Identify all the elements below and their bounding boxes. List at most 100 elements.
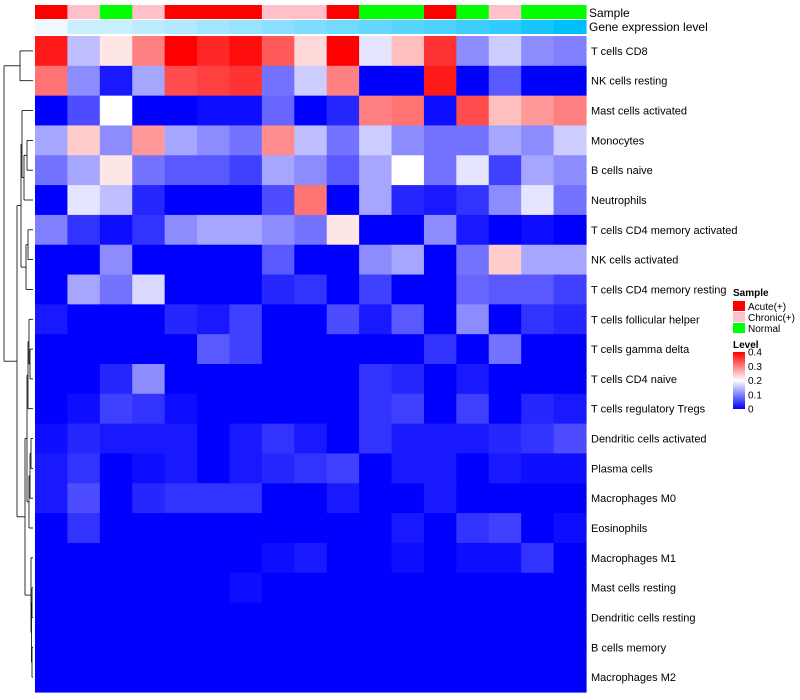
heatmap-cell — [294, 513, 328, 544]
row-label: Mast cells resting — [591, 583, 676, 595]
heatmap-cell — [132, 513, 166, 544]
heatmap-cell — [359, 513, 393, 544]
heatmap-cell — [553, 334, 587, 365]
heatmap-cell — [164, 214, 198, 246]
heatmap-cell — [456, 542, 490, 574]
heatmap-cell — [423, 483, 457, 514]
heatmap-cell — [99, 334, 133, 365]
row-label: B cells naive — [591, 165, 653, 177]
heatmap-cell — [99, 185, 133, 216]
heatmap-cell — [164, 36, 198, 67]
expression-annotation-cell — [261, 20, 295, 34]
heatmap-cell — [326, 214, 360, 246]
level-colorbar-ticks: 0.4 0.3 0.2 0.1 0 — [748, 348, 762, 416]
heatmap-cell — [67, 304, 101, 335]
heatmap-cell — [229, 274, 263, 305]
heatmap-cell — [261, 214, 295, 246]
heatmap-cell — [197, 572, 231, 604]
sample-legend-label: Normal — [748, 324, 780, 335]
expression-annotation-cell — [132, 20, 166, 34]
heatmap-cell — [197, 393, 231, 425]
heatmap-cell — [132, 214, 166, 246]
heatmap-cell — [326, 65, 360, 97]
heatmap-cell — [197, 513, 231, 544]
sample-legend-swatch — [733, 323, 745, 333]
heatmap-cell — [488, 274, 522, 305]
heatmap-cell — [553, 244, 587, 276]
heatmap-cell — [423, 304, 457, 335]
heatmap-cell — [261, 632, 295, 663]
heatmap-cell — [488, 155, 522, 186]
heatmap-cell — [67, 632, 101, 663]
heatmap-cell — [67, 274, 101, 305]
legend: Sample Acute(+)Chronic(+)Normal Level 0.… — [733, 288, 795, 416]
heatmap-cell — [456, 214, 490, 246]
heatmap-cell — [229, 602, 263, 633]
sample-annotation-track — [35, 5, 587, 19]
heatmap-cell — [294, 364, 328, 395]
row-dendrogram — [3, 50, 33, 678]
heatmap-cell — [99, 95, 133, 127]
heatmap-cell — [553, 542, 587, 574]
heatmap-cell — [294, 483, 328, 514]
heatmap-cell — [197, 214, 231, 246]
heatmap-cell — [197, 244, 231, 276]
heatmap-cell — [164, 185, 198, 216]
sample-track-label: Sample — [589, 6, 630, 20]
heatmap-cell — [164, 125, 198, 156]
heatmap-cell — [132, 602, 166, 633]
heatmap-cell — [164, 393, 198, 425]
heatmap-cell — [521, 572, 555, 604]
heatmap-cell — [488, 125, 522, 156]
heatmap-cell — [521, 483, 555, 514]
sample-annotation-cell — [294, 5, 328, 19]
heatmap-cell — [35, 483, 69, 514]
heatmap-cell — [423, 393, 457, 425]
heatmap-cell — [553, 602, 587, 633]
heatmap-cell — [229, 393, 263, 425]
heatmap-cell — [99, 244, 133, 276]
heatmap-cell — [391, 95, 425, 127]
heatmap-cell — [35, 364, 69, 395]
heatmap-cell — [67, 214, 101, 246]
heatmap-cell — [391, 364, 425, 395]
heatmap-cell — [229, 632, 263, 663]
heatmap-cell — [326, 542, 360, 574]
heatmap-cell — [164, 334, 198, 365]
heatmap-cell — [132, 304, 166, 335]
heatmap-cell — [391, 36, 425, 67]
heatmap-cell — [326, 244, 360, 276]
heatmap-cell — [99, 155, 133, 186]
heatmap-cell — [294, 393, 328, 425]
heatmap-cell — [294, 304, 328, 335]
heatmap-cell — [294, 125, 328, 156]
sample-annotation-cell — [488, 5, 522, 19]
heatmap-cell — [164, 513, 198, 544]
heatmap-cell — [553, 304, 587, 335]
heatmap-cell — [456, 65, 490, 97]
heatmap-cell — [99, 125, 133, 156]
heatmap-cell — [197, 662, 231, 693]
expression-annotation-cell — [67, 20, 101, 34]
heatmap-cell — [261, 304, 295, 335]
heatmap-cell — [326, 155, 360, 186]
heatmap-cell — [229, 36, 263, 67]
heatmap-cell — [229, 572, 263, 604]
heatmap-cell — [391, 632, 425, 663]
heatmap-cell — [35, 453, 69, 484]
heatmap-cell — [326, 274, 360, 305]
heatmap-cell — [456, 125, 490, 156]
sample-annotation-cell — [99, 5, 133, 19]
heatmap-cell — [261, 572, 295, 604]
heatmap-cell — [521, 304, 555, 335]
heatmap-cell — [164, 662, 198, 693]
heatmap-cell — [67, 334, 101, 365]
heatmap-cell — [229, 65, 263, 97]
heatmap-cell — [423, 453, 457, 484]
heatmap-cell — [229, 423, 263, 455]
heatmap-cell — [99, 542, 133, 574]
heatmap-cell — [67, 36, 101, 67]
heatmap-cell — [326, 125, 360, 156]
heatmap-cell — [99, 36, 133, 67]
level-tick-label: 0.4 — [748, 348, 762, 359]
